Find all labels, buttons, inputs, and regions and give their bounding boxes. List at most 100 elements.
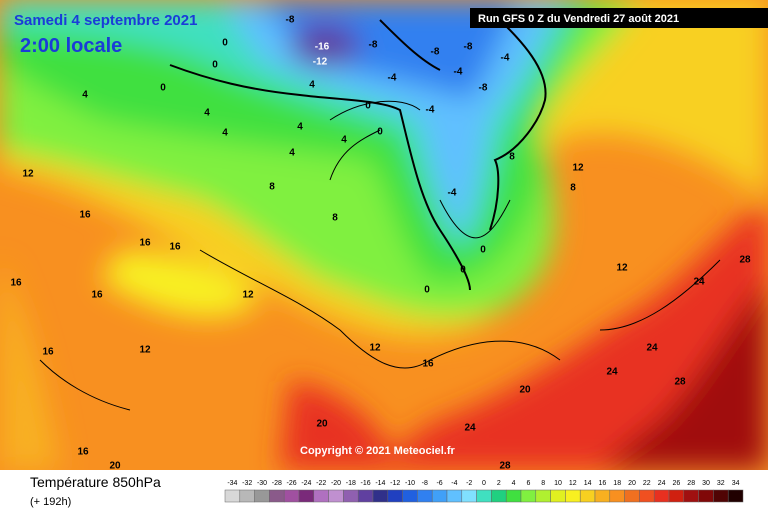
scale-label: 22 — [643, 480, 651, 487]
scale-label: -4 — [451, 480, 457, 487]
isotherm-zero — [169, 19, 547, 291]
scale-label: 10 — [554, 480, 562, 487]
scale-swatch — [254, 489, 270, 503]
isotherm-label: 16 — [77, 447, 89, 458]
isotherm-label: -8 — [369, 40, 378, 51]
scale-swatch — [653, 489, 670, 503]
isotherm-label: 16 — [79, 210, 91, 221]
isotherm-label: 16 — [42, 347, 54, 358]
scale-swatch — [505, 489, 522, 503]
isotherm-label: 4 — [289, 148, 295, 159]
scale-label: 24 — [658, 480, 666, 487]
isotherm-label: 16 — [139, 238, 151, 249]
scale-swatch — [298, 489, 315, 503]
scale-label: 26 — [673, 480, 681, 487]
scale-swatch — [713, 489, 729, 503]
scale-swatch — [579, 489, 596, 503]
scale-swatch — [372, 489, 389, 503]
temperature-field: -16-12-8-8-8 -8-8-4-4-4-4-400000000444444… — [0, 0, 768, 472]
copyright: Copyright © 2021 Meteociel.fr — [300, 445, 456, 457]
isotherm-label: 12 — [22, 169, 34, 180]
isotherm-label: 0 — [460, 265, 466, 276]
color-scale: -34 -32 -30 -28 -26 -24 -22 -20 -18 -16 -14 -12 -10-… — [224, 480, 744, 503]
scale-label: -34 — [227, 480, 237, 487]
scale-label: 30 — [702, 480, 710, 487]
scale-label: -26 — [287, 480, 297, 487]
isotherm-label: 16 — [169, 242, 181, 253]
isotherm-label: 4 — [222, 128, 228, 139]
isotherm-label: 4 — [341, 135, 347, 146]
isotherm-label: 20 — [316, 419, 328, 430]
scale-label: -20 — [331, 480, 341, 487]
coastlines — [39, 100, 721, 411]
isotherm-label: 16 — [422, 359, 434, 370]
isotherm-label: 12 — [616, 263, 628, 274]
isotherm-label: 0 — [212, 60, 218, 71]
scale-label: -18 — [346, 480, 356, 487]
scale-swatch — [639, 489, 655, 503]
isotherm-label: -12 — [313, 57, 328, 68]
isotherm-label: -8 — [431, 47, 440, 58]
isotherm-label: -4 — [388, 73, 397, 84]
scale-label: -6 — [436, 480, 442, 487]
scale-swatch — [683, 489, 699, 503]
scale-label: -16 — [361, 480, 371, 487]
time-text: 2:00 locale — [20, 35, 122, 57]
scale-label: 34 — [732, 480, 740, 487]
scale-label: 28 — [687, 480, 695, 487]
isotherm-label: 28 — [499, 461, 511, 472]
run-text: Run GFS 0 Z du Vendredi 27 août 2021 — [478, 13, 679, 25]
scale-swatch — [624, 489, 640, 503]
scale-label: 2 — [497, 480, 501, 487]
header-left: Samedi 4 septembre 2021 2:00 locale — [14, 12, 197, 57]
isotherm-label: -8 — [479, 83, 488, 94]
isotherm-label: 12 — [572, 163, 584, 174]
isotherm-label: 12 — [369, 343, 381, 354]
scale-swatch — [313, 489, 329, 503]
isotherm-label: 0 — [377, 127, 383, 138]
isotherm-label: 8 — [332, 213, 338, 224]
scale-swatch — [387, 489, 403, 503]
scale-label: -24 — [301, 480, 311, 487]
isotherm-label: 0 — [480, 245, 486, 256]
scale-swatch — [609, 489, 625, 503]
isotherm-label: -8 — [286, 15, 295, 26]
isotherm-label: -8 — [464, 42, 473, 53]
isotherm-label: 4 — [309, 80, 315, 91]
scale-label: 0 — [482, 480, 486, 487]
scale-swatch — [357, 489, 374, 503]
isotherm-label: 0 — [222, 38, 228, 49]
scale-swatch — [535, 489, 551, 503]
isotherm-label: 8 — [509, 152, 515, 163]
scale-label: -30 — [257, 480, 267, 487]
scale-label: -28 — [272, 480, 282, 487]
scale-swatch — [417, 489, 433, 503]
scale-label: -14 — [375, 480, 385, 487]
scale-label: -10 — [405, 480, 415, 487]
isotherm-label: 28 — [739, 255, 751, 266]
scale-label: 20 — [628, 480, 636, 487]
isotherm-label: 20 — [519, 385, 531, 396]
scale-swatch — [239, 489, 255, 503]
isotherm-label: 0 — [365, 101, 371, 112]
scale-swatch — [283, 489, 300, 503]
isotherm-label: 24 — [606, 367, 618, 378]
scale-label: -8 — [422, 480, 428, 487]
scale-swatch — [461, 489, 477, 503]
run-box — [470, 8, 768, 28]
scale-label: 14 — [584, 480, 592, 487]
scale-swatch — [491, 489, 507, 503]
isotherm-label: 0 — [160, 83, 166, 94]
scale-swatch — [431, 489, 448, 503]
scale-swatch — [224, 489, 241, 503]
scale-swatch — [328, 489, 344, 503]
scale-swatch — [520, 489, 537, 503]
isotherm-label: 0 — [424, 285, 430, 296]
scale-label: -2 — [466, 480, 472, 487]
scale-swatch — [565, 489, 581, 503]
scale-label: 8 — [541, 480, 545, 487]
isotherm-label: 28 — [674, 377, 686, 388]
scale-swatch — [343, 489, 359, 503]
isotherm-label: -4 — [454, 67, 463, 78]
